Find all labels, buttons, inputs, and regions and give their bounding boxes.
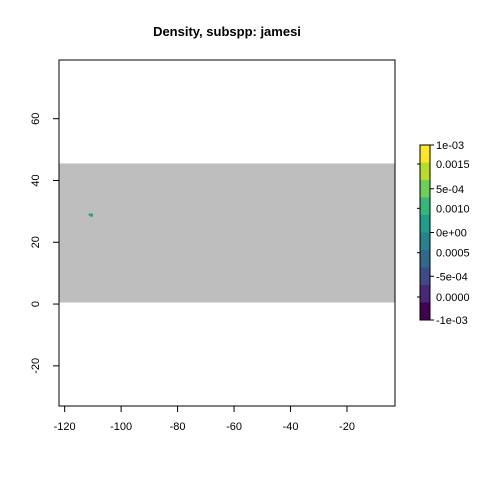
legend-label: 0.0010 xyxy=(436,203,470,215)
legend-color-swatch xyxy=(420,215,430,233)
legend-label: 0.0005 xyxy=(436,248,470,260)
na-raster-region xyxy=(59,163,395,303)
y-axis: -20 0 20 40 60 xyxy=(30,113,60,374)
legend-color-swatch xyxy=(420,302,430,320)
legend-color-swatch xyxy=(420,267,430,285)
x-tick-label: -80 xyxy=(170,421,186,433)
legend-label: 5e-04 xyxy=(436,184,464,196)
x-tick-label: -120 xyxy=(54,421,76,433)
color-legend: 1e-03 5e-04 0e+00 -5e-04 -1e-03 0.0015 0.0010 0… xyxy=(417,140,470,327)
x-tick-label: -40 xyxy=(283,421,299,433)
legend-label: 0e+00 xyxy=(436,228,467,240)
legend-color-swatch xyxy=(420,250,430,268)
x-tick-label: -60 xyxy=(226,421,242,433)
y-tick-label: 0 xyxy=(30,301,42,307)
legend-color-swatch xyxy=(420,232,430,250)
x-tick-label: -20 xyxy=(339,421,355,433)
legend-color-swatch xyxy=(420,145,430,163)
plot-area xyxy=(58,59,396,407)
x-axis: -120 -100 -80 -60 -40 -20 xyxy=(54,405,355,433)
legend-label: 0.0000 xyxy=(436,292,470,304)
legend-color-swatch xyxy=(420,180,430,198)
x-tick-label: -100 xyxy=(110,421,132,433)
y-tick-label: 40 xyxy=(30,174,42,186)
legend-label: 1e-03 xyxy=(436,140,464,152)
legend-color-swatch xyxy=(420,285,430,303)
legend-label: -5e-04 xyxy=(436,271,468,283)
y-tick-label: 60 xyxy=(30,113,42,125)
legend-color-swatch xyxy=(420,162,430,180)
chart-title: Density, subspp: jamesi xyxy=(153,24,301,39)
legend-label: -1e-03 xyxy=(436,315,468,327)
density-cell xyxy=(88,213,91,216)
legend-color-swatch xyxy=(420,197,430,215)
legend-label: 0.0015 xyxy=(436,159,470,171)
density-cell xyxy=(90,213,93,217)
y-tick-label: 20 xyxy=(30,236,42,248)
y-tick-label: -20 xyxy=(30,358,42,374)
